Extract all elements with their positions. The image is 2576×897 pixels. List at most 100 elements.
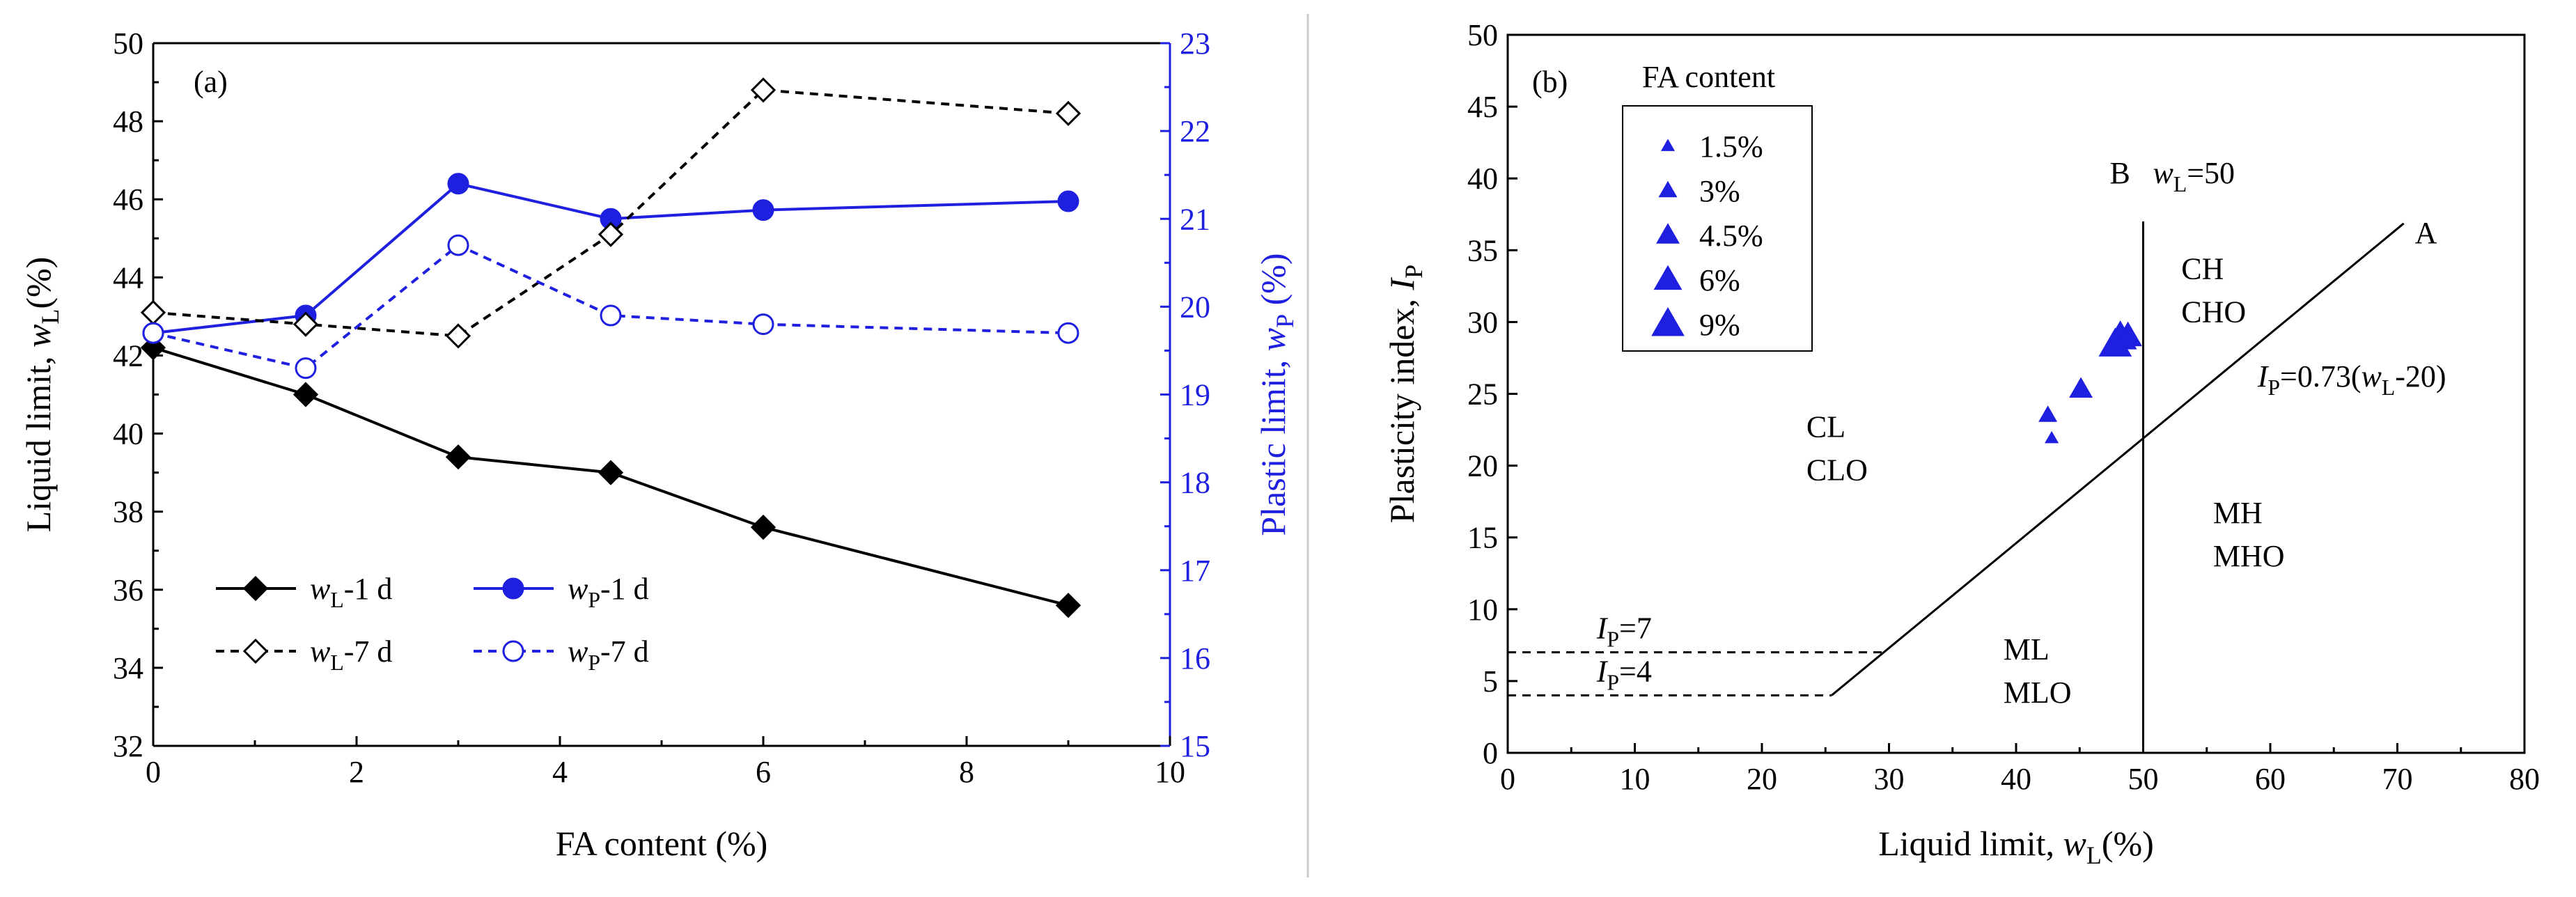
- left-y-tick-label: 32: [113, 729, 143, 763]
- right-y-tick-label: 18: [1180, 466, 1210, 500]
- left-y-tick-label: 34: [113, 651, 143, 685]
- y-tick-label: 20: [1467, 449, 1498, 483]
- series-line-0: [153, 346, 1069, 607]
- legend-label: 1.5%: [1699, 130, 1763, 164]
- x-tick-label: 2: [349, 755, 364, 789]
- zone-label: CH: [2181, 252, 2224, 286]
- right-y-tick-label: 20: [1180, 290, 1210, 324]
- data-point-triangle: [2038, 405, 2058, 422]
- legend-marker: [1658, 180, 1678, 198]
- left-y-tick-label: 46: [113, 182, 143, 217]
- series-line-2: [153, 88, 1069, 338]
- left-y-tick-label: 40: [113, 417, 143, 451]
- legend-label-3: wP-7 d: [568, 634, 649, 675]
- legend-marker-3: [502, 640, 524, 662]
- left-y-tick-label: 50: [113, 26, 143, 61]
- left-y-tick-label: 42: [113, 338, 143, 373]
- x-tick-label: 40: [2001, 762, 2031, 796]
- left-y-axis-title: Liquid limit, wL(%): [19, 257, 64, 533]
- series-3-point: [447, 234, 469, 256]
- series-2-point: [750, 77, 776, 103]
- y-tick-label: 50: [1467, 18, 1498, 52]
- legend-marker-2: [242, 638, 269, 664]
- legend-box: [1622, 105, 1813, 352]
- x-tick-label: 80: [2509, 762, 2540, 796]
- a-line: [1831, 222, 2405, 696]
- right-y-tick-label: 21: [1180, 202, 1210, 236]
- x-tick-label: 20: [1747, 762, 1777, 796]
- legend-label-2: wL-7 d: [310, 634, 392, 675]
- zone-label: CL: [1806, 410, 1845, 444]
- series-2-point: [1055, 100, 1082, 127]
- zone-label: CLO: [1806, 453, 1868, 487]
- series-0-point: [1055, 593, 1082, 618]
- right-y-tick-label: 16: [1180, 641, 1210, 676]
- legend-marker-0: [242, 575, 269, 602]
- x-tick-label: 6: [756, 755, 771, 789]
- series-1-point: [752, 199, 774, 221]
- data-point-triangle: [2098, 327, 2132, 357]
- x-axis-title: Liquid limit, wL(%): [1878, 824, 2154, 869]
- x-tick-label: 4: [552, 755, 568, 789]
- data-point-triangle: [2045, 430, 2059, 444]
- panel-label-a: (a): [194, 65, 228, 99]
- legend-label: 9%: [1699, 308, 1740, 342]
- series-0-point: [598, 460, 624, 485]
- series-3-point: [600, 304, 622, 327]
- zone-label: CHO: [2181, 295, 2246, 329]
- ip4-label: IP=4: [1596, 655, 1652, 695]
- x-tick-label: 70: [2382, 762, 2413, 796]
- legend-label: 6%: [1699, 263, 1740, 297]
- legend-label-1: wP-1 d: [568, 572, 649, 612]
- right-y-tick-label: 19: [1180, 378, 1210, 412]
- legend-label-0: wL-1 d: [310, 572, 392, 612]
- y-tick-label: 40: [1467, 162, 1498, 196]
- left-y-tick-label: 36: [113, 573, 143, 607]
- b-line-label: B: [2110, 156, 2130, 190]
- series-3-point: [295, 357, 317, 380]
- right-y-tick-label: 22: [1180, 114, 1210, 148]
- left-y-tick-label: 38: [113, 495, 143, 529]
- legend-title: FA content: [1642, 60, 1775, 94]
- y-tick-label: 0: [1483, 736, 1498, 770]
- y-tick-label: 45: [1467, 90, 1498, 124]
- x-tick-label: 0: [1500, 762, 1515, 796]
- x-tick-label: 50: [2128, 762, 2159, 796]
- data-point-triangle: [2069, 377, 2093, 398]
- legend-marker: [1656, 223, 1680, 244]
- series-3-point: [1057, 322, 1079, 344]
- right-y-tick-label: 17: [1180, 554, 1210, 588]
- y-tick-label: 25: [1467, 377, 1498, 412]
- zone-label: MHO: [2213, 539, 2285, 573]
- b-line-equation: wL=50: [2153, 156, 2235, 196]
- series-line-3: [153, 243, 1069, 370]
- y-tick-label: 35: [1467, 233, 1498, 267]
- legend-marker: [1651, 306, 1685, 336]
- y-tick-label: 10: [1467, 593, 1498, 627]
- zone-label: ML: [2004, 632, 2050, 666]
- y-tick-label: 5: [1483, 664, 1498, 699]
- right-y-tick-label: 15: [1180, 729, 1210, 763]
- x-tick-label: 8: [959, 755, 974, 789]
- y-tick-label: 15: [1467, 521, 1498, 555]
- series-2-point: [292, 311, 319, 337]
- legend-marker: [1653, 265, 1683, 290]
- legend-marker: [1660, 139, 1676, 151]
- series-3-point: [142, 322, 164, 344]
- panel-label-b: (b): [1532, 65, 1568, 99]
- x-tick-label: 30: [1874, 762, 1905, 796]
- x-tick-label: 10: [1620, 762, 1650, 796]
- series-3-point: [752, 313, 774, 336]
- x-axis-title: FA content (%): [556, 824, 768, 863]
- right-y-tick-label: 23: [1180, 26, 1210, 61]
- a-line-equation: IP=0.73(wL-20): [2257, 359, 2446, 400]
- legend-label: 4.5%: [1699, 219, 1763, 253]
- x-tick-label: 60: [2255, 762, 2286, 796]
- series-0-point: [292, 382, 319, 407]
- y-tick-label: 30: [1467, 305, 1498, 339]
- legend-label: 3%: [1699, 174, 1740, 208]
- series-1-point: [447, 173, 469, 195]
- series-1-point: [1057, 190, 1079, 212]
- ip7-label: IP=7: [1596, 611, 1652, 652]
